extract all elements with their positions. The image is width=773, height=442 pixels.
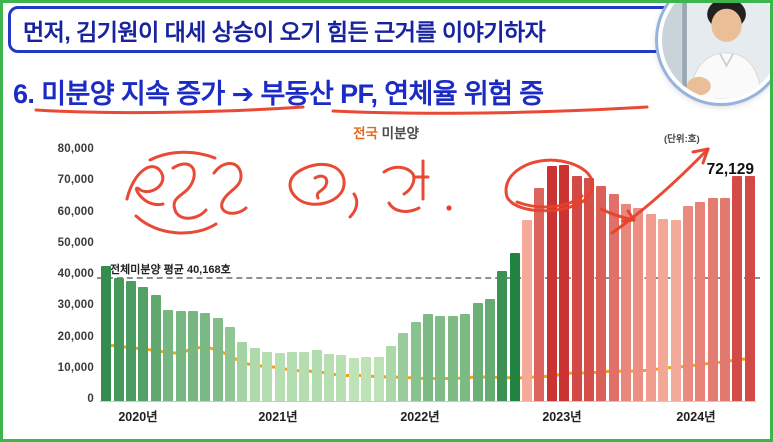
x-axis-year-label: 2023년 — [542, 410, 582, 424]
bar — [435, 316, 446, 401]
bar — [645, 214, 656, 401]
webcam-overlay — [658, 0, 773, 103]
bar — [546, 165, 557, 401]
bar — [212, 317, 223, 401]
bar — [633, 207, 644, 401]
x-axis-year-label: 2024년 — [676, 410, 716, 424]
bar — [497, 271, 508, 401]
bar — [732, 176, 743, 401]
bar — [744, 175, 755, 401]
presenter-avatar — [662, 0, 773, 99]
bar — [423, 313, 433, 401]
bar — [225, 327, 235, 401]
bar — [682, 205, 693, 401]
bar — [175, 310, 186, 401]
bar — [237, 341, 248, 401]
bar — [125, 281, 136, 401]
bar — [163, 309, 174, 401]
top-banner: 먼저, 김기원이 대세 상승이 오기 힘든 근거를 이야기하자 — [8, 6, 708, 53]
bar — [410, 322, 421, 401]
bar — [670, 220, 681, 401]
y-axis-label: 20,000 — [57, 330, 94, 343]
bar — [385, 345, 396, 401]
bar — [311, 350, 322, 401]
bar — [534, 188, 545, 401]
bar — [460, 313, 471, 401]
bar — [720, 198, 731, 401]
y-axis-label: 80,000 — [57, 143, 94, 155]
bar — [447, 315, 458, 401]
section-heading: 6. 미분양 지속 증가 ➔ 부동산 PF, 연체율 위험 증 — [13, 79, 544, 109]
bar — [348, 357, 359, 401]
plot-area — [97, 150, 760, 402]
bar — [113, 277, 124, 401]
banner-text: 먼저, 김기원이 대세 상승이 오기 힘든 근거를 이야기하자 — [23, 18, 546, 45]
hand-shape — [686, 76, 711, 96]
bar — [249, 347, 260, 401]
bar — [286, 351, 297, 401]
bar — [187, 310, 198, 401]
bar — [299, 352, 310, 401]
bar — [596, 185, 607, 401]
latest-value-label: 72,129 — [706, 161, 754, 178]
chart-title-metric: 미분양 — [377, 126, 419, 141]
bar — [509, 253, 520, 401]
bar — [484, 298, 495, 401]
bar — [522, 219, 532, 401]
bar — [138, 286, 149, 401]
bar — [262, 351, 273, 401]
y-axis-label: 50,000 — [57, 236, 94, 249]
face-shape — [711, 8, 742, 42]
bar — [571, 175, 582, 401]
x-axis-year-label: 2021년 — [258, 410, 298, 424]
bar — [324, 353, 334, 401]
chart-title-region: 전국 — [353, 126, 378, 141]
y-axis-label: 70,000 — [57, 174, 94, 187]
chart-title: 전국 미분양 — [280, 122, 492, 142]
x-axis-year-label: 2020년 — [118, 410, 158, 424]
bar — [658, 218, 669, 401]
bar — [373, 357, 384, 401]
bar — [274, 353, 285, 401]
y-axis-label: 30,000 — [57, 299, 94, 312]
average-line — [97, 276, 760, 279]
y-axis-label: 0 — [87, 393, 94, 405]
bar — [559, 165, 570, 401]
bar — [361, 357, 372, 401]
bar — [621, 203, 631, 401]
bar — [150, 295, 161, 401]
unit-label: (단위:호) — [664, 134, 700, 145]
y-axis-label: 10,000 — [57, 361, 94, 374]
bar — [583, 178, 594, 401]
bar — [472, 303, 483, 401]
bar — [695, 201, 706, 401]
x-axis-year-label: 2022년 — [400, 410, 440, 424]
bar — [336, 354, 347, 401]
y-axis-label: 40,000 — [57, 268, 94, 280]
bar — [101, 265, 112, 401]
bar — [200, 312, 211, 401]
average-line-label: 전체미분양 평균 40,168호 — [110, 264, 231, 276]
bar — [398, 333, 409, 401]
bar — [608, 193, 619, 401]
bar — [707, 198, 718, 401]
y-axis-label: 60,000 — [57, 205, 94, 218]
